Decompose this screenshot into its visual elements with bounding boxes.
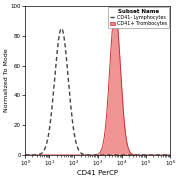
X-axis label: CD41 PerCP: CD41 PerCP [77, 170, 118, 176]
Legend: CD41- Lymphocytes, CD41+ Trombocytes: CD41- Lymphocytes, CD41+ Trombocytes [108, 7, 169, 28]
Y-axis label: Normalized To Mode: Normalized To Mode [4, 49, 9, 112]
